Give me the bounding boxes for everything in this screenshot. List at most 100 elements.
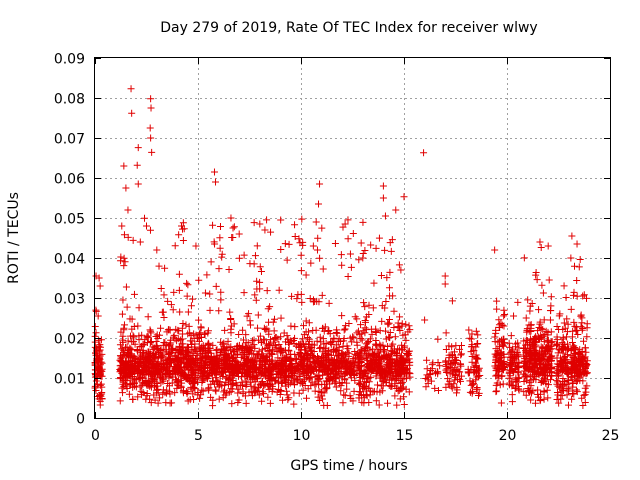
data-point <box>561 324 569 332</box>
data-point <box>147 95 155 103</box>
data-point <box>358 330 366 338</box>
data-point <box>381 304 389 312</box>
scatter-points <box>91 85 591 410</box>
data-point <box>196 350 204 358</box>
data-point <box>453 386 461 394</box>
data-point <box>144 377 152 385</box>
x-tick-label: 5 <box>194 428 203 444</box>
data-point <box>555 399 563 407</box>
data-point <box>387 363 395 371</box>
data-point <box>385 334 393 342</box>
data-point <box>364 361 372 369</box>
data-point <box>570 372 578 380</box>
data-point <box>254 324 262 332</box>
data-point <box>553 342 561 350</box>
data-point <box>405 322 413 330</box>
data-point <box>386 329 394 337</box>
data-point <box>177 382 185 390</box>
data-point <box>575 263 583 271</box>
data-point <box>387 355 395 363</box>
data-point <box>508 391 516 399</box>
data-point <box>164 297 172 305</box>
data-point <box>153 342 161 350</box>
data-point <box>573 388 581 396</box>
data-point <box>207 258 215 266</box>
data-point <box>163 359 171 367</box>
data-point <box>300 340 308 348</box>
data-point <box>431 369 439 377</box>
data-point <box>253 277 261 285</box>
data-point <box>199 376 207 384</box>
data-point <box>119 296 127 304</box>
data-point <box>129 395 137 403</box>
data-point <box>175 231 183 239</box>
data-point <box>134 393 142 401</box>
data-point <box>215 307 223 315</box>
data-point <box>163 389 171 397</box>
data-point <box>560 282 568 290</box>
data-point <box>154 399 162 407</box>
data-point <box>163 365 171 373</box>
data-point <box>303 394 311 402</box>
data-point <box>530 337 538 345</box>
data-point <box>96 282 104 290</box>
data-point <box>493 305 501 313</box>
data-point <box>458 350 466 358</box>
data-point <box>221 391 229 399</box>
data-point <box>286 379 294 387</box>
data-point <box>536 390 544 398</box>
data-point <box>564 320 572 328</box>
data-point <box>470 347 478 355</box>
data-point <box>173 378 181 386</box>
data-point <box>323 378 331 386</box>
data-point <box>354 361 362 369</box>
data-point <box>187 383 195 391</box>
data-point <box>232 365 240 373</box>
data-point <box>266 340 274 348</box>
data-point <box>227 322 235 330</box>
data-point <box>201 363 209 371</box>
data-point <box>556 354 564 362</box>
data-point <box>172 346 180 354</box>
data-point <box>284 372 292 380</box>
data-point <box>542 343 550 351</box>
data-point <box>222 374 230 382</box>
data-point <box>166 340 174 348</box>
data-point <box>142 395 150 403</box>
data-point <box>570 342 578 350</box>
data-point <box>228 380 236 388</box>
data-point <box>326 330 334 338</box>
data-point <box>146 350 154 358</box>
data-point <box>309 242 317 250</box>
data-point <box>96 341 104 349</box>
data-point <box>269 385 277 393</box>
data-point <box>347 369 355 377</box>
data-point <box>91 323 99 331</box>
data-point <box>448 360 456 368</box>
data-point <box>539 289 547 297</box>
data-point <box>277 345 285 353</box>
data-point <box>323 401 331 409</box>
data-point <box>267 228 275 236</box>
data-point <box>91 384 99 392</box>
data-point <box>544 394 552 402</box>
data-point <box>125 352 133 360</box>
data-point <box>147 383 155 391</box>
data-point <box>370 279 378 287</box>
data-point <box>406 373 414 381</box>
data-point <box>253 242 261 250</box>
data-point <box>365 301 373 309</box>
data-point <box>285 362 293 370</box>
data-point <box>235 230 243 238</box>
data-point <box>367 241 375 249</box>
data-point <box>265 340 273 348</box>
data-point <box>298 378 306 386</box>
data-point <box>538 281 546 289</box>
data-point <box>285 347 293 355</box>
data-point <box>341 220 349 228</box>
data-point <box>218 345 226 353</box>
data-point <box>233 365 241 373</box>
data-point <box>129 332 137 340</box>
data-point <box>302 317 310 325</box>
data-point <box>160 360 168 368</box>
